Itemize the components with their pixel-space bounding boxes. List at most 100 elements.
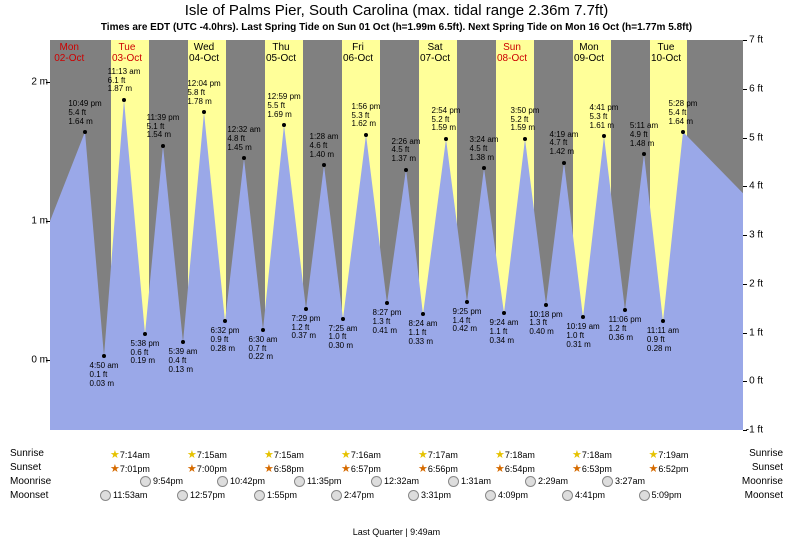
tide-point [444,137,448,141]
tide-point [83,130,87,134]
tide-point [642,152,646,156]
sun-moon-time: ★6:53pm [572,462,612,475]
tide-label: 5:28 pm5.4 ft1.64 m [669,100,698,126]
tide-label: 10:19 am1.0 ft0.31 m [566,323,599,349]
tide-curve [50,40,743,430]
sun-moon-time: ★7:18am [572,448,612,461]
sun-moon-time: 11:53am [100,490,147,501]
tide-point [143,332,147,336]
sun-moon-time: 12:32am [371,476,419,487]
tide-label: 1:28 am4.6 ft1.40 m [310,133,339,159]
tide-label: 6:30 am0.7 ft0.22 m [249,336,278,362]
sun-moon-time: 2:47pm [331,490,374,501]
tide-chart: Isle of Palms Pier, South Carolina (max.… [0,0,793,539]
tide-label: 8:24 am1.1 ft0.33 m [409,320,438,346]
tide-point [102,354,106,358]
tide-label: 4:19 am4.7 ft1.42 m [550,131,579,157]
sun-moon-time: ★7:18am [495,448,535,461]
tide-label: 3:24 am4.5 ft1.38 m [470,136,499,162]
y-tick-ft: 5 ft [749,132,763,143]
y-tick-ft: -1 ft [746,425,763,436]
tide-point [161,144,165,148]
sun-moon-time: 3:31pm [408,490,451,501]
date-label: Mon02-Oct [54,42,84,64]
tide-label: 5:11 am4.9 ft1.48 m [630,122,658,148]
tide-label: 7:25 am1.0 ft0.30 m [329,325,358,351]
tide-label: 5:38 pm0.6 ft0.19 m [131,340,160,366]
y-tick-ft: 1 ft [749,327,763,338]
tide-point [523,137,527,141]
chart-title: Isle of Palms Pier, South Carolina (max.… [0,2,793,19]
tide-point [122,98,126,102]
tide-point [304,307,308,311]
sun-moon-time: 3:27am [602,476,645,487]
sun-moon-time: 1:31am [448,476,491,487]
tide-label: 2:26 am4.5 ft1.37 m [392,138,421,164]
tide-point [181,340,185,344]
tide-point [404,168,408,172]
tide-label: 9:25 pm1.4 ft0.42 m [453,308,482,334]
sun-moon-time: 5:09pm [639,490,682,501]
tide-label: 5:39 am0.4 ft0.13 m [169,348,198,374]
row-label: Moonset [10,490,48,501]
sun-moon-time: 10:42pm [217,476,265,487]
tide-point [544,303,548,307]
tide-point [602,134,606,138]
sun-moon-time: 2:29am [525,476,568,487]
tide-point [341,317,345,321]
date-label: Thu05-Oct [266,42,296,64]
sun-moon-time: ★7:14am [110,448,150,461]
tide-point [681,130,685,134]
tide-label: 11:06 pm1.2 ft0.36 m [609,316,642,342]
tide-point [623,308,627,312]
tide-point [202,110,206,114]
tide-point [661,319,665,323]
tide-label: 11:13 am6.1 ft1.87 m [108,68,141,94]
tide-point [421,312,425,316]
sun-moon-time: 4:41pm [562,490,605,501]
tide-point [242,156,246,160]
tide-label: 4:41 pm5.3 ft1.61 m [590,104,619,130]
tide-point [282,123,286,127]
row-label-r: Moonset [745,490,783,501]
tide-point [465,300,469,304]
last-quarter-label: Last Quarter | 9:49am [0,527,793,537]
tide-label: 6:32 pm0.9 ft0.28 m [211,327,240,353]
date-label: Mon09-Oct [574,42,604,64]
tide-label: 1:56 pm5.3 ft1.62 m [352,103,381,129]
tide-point [364,133,368,137]
date-label: Sun08-Oct [497,42,527,64]
sun-moon-time: ★7:15am [264,448,304,461]
sun-moon-time: 1:55pm [254,490,297,501]
sun-moon-time: ★6:58pm [264,462,304,475]
tide-point [502,311,506,315]
y-tick-ft: 0 ft [749,376,763,387]
tide-point [322,163,326,167]
tide-point [482,166,486,170]
plot-area [50,40,743,430]
row-label: Sunrise [10,448,44,459]
tide-label: 7:29 pm1.2 ft0.37 m [292,315,321,341]
row-label-r: Sunset [752,462,783,473]
tide-label: 10:18 pm1.3 ft0.40 m [529,311,562,337]
tide-label: 11:39 pm5.1 ft1.54 m [147,114,180,140]
tide-label: 9:24 am1.1 ft0.34 m [490,319,519,345]
date-label: Sat07-Oct [420,42,450,64]
date-label: Tue03-Oct [112,42,142,64]
tide-label: 8:27 pm1.3 ft0.41 m [373,309,402,335]
sun-moon-time: 9:54pm [140,476,183,487]
tide-label: 12:04 pm5.8 ft1.78 m [187,80,220,106]
row-label: Sunset [10,462,41,473]
tide-point [385,301,389,305]
tide-label: 11:11 am0.9 ft0.28 m [647,327,679,353]
y-tick-ft: 2 ft [749,278,763,289]
sun-moon-time: ★6:52pm [649,462,689,475]
sun-moon-time: ★6:56pm [418,462,458,475]
sun-moon-time: ★6:57pm [341,462,381,475]
sun-moon-time: ★7:17am [418,448,458,461]
date-label: Wed04-Oct [189,42,219,64]
tide-label: 2:54 pm5.2 ft1.59 m [432,107,461,133]
tide-label: 4:50 am0.1 ft0.03 m [90,362,119,388]
date-label: Tue10-Oct [651,42,681,64]
tide-label: 10:49 pm5.4 ft1.64 m [68,100,101,126]
